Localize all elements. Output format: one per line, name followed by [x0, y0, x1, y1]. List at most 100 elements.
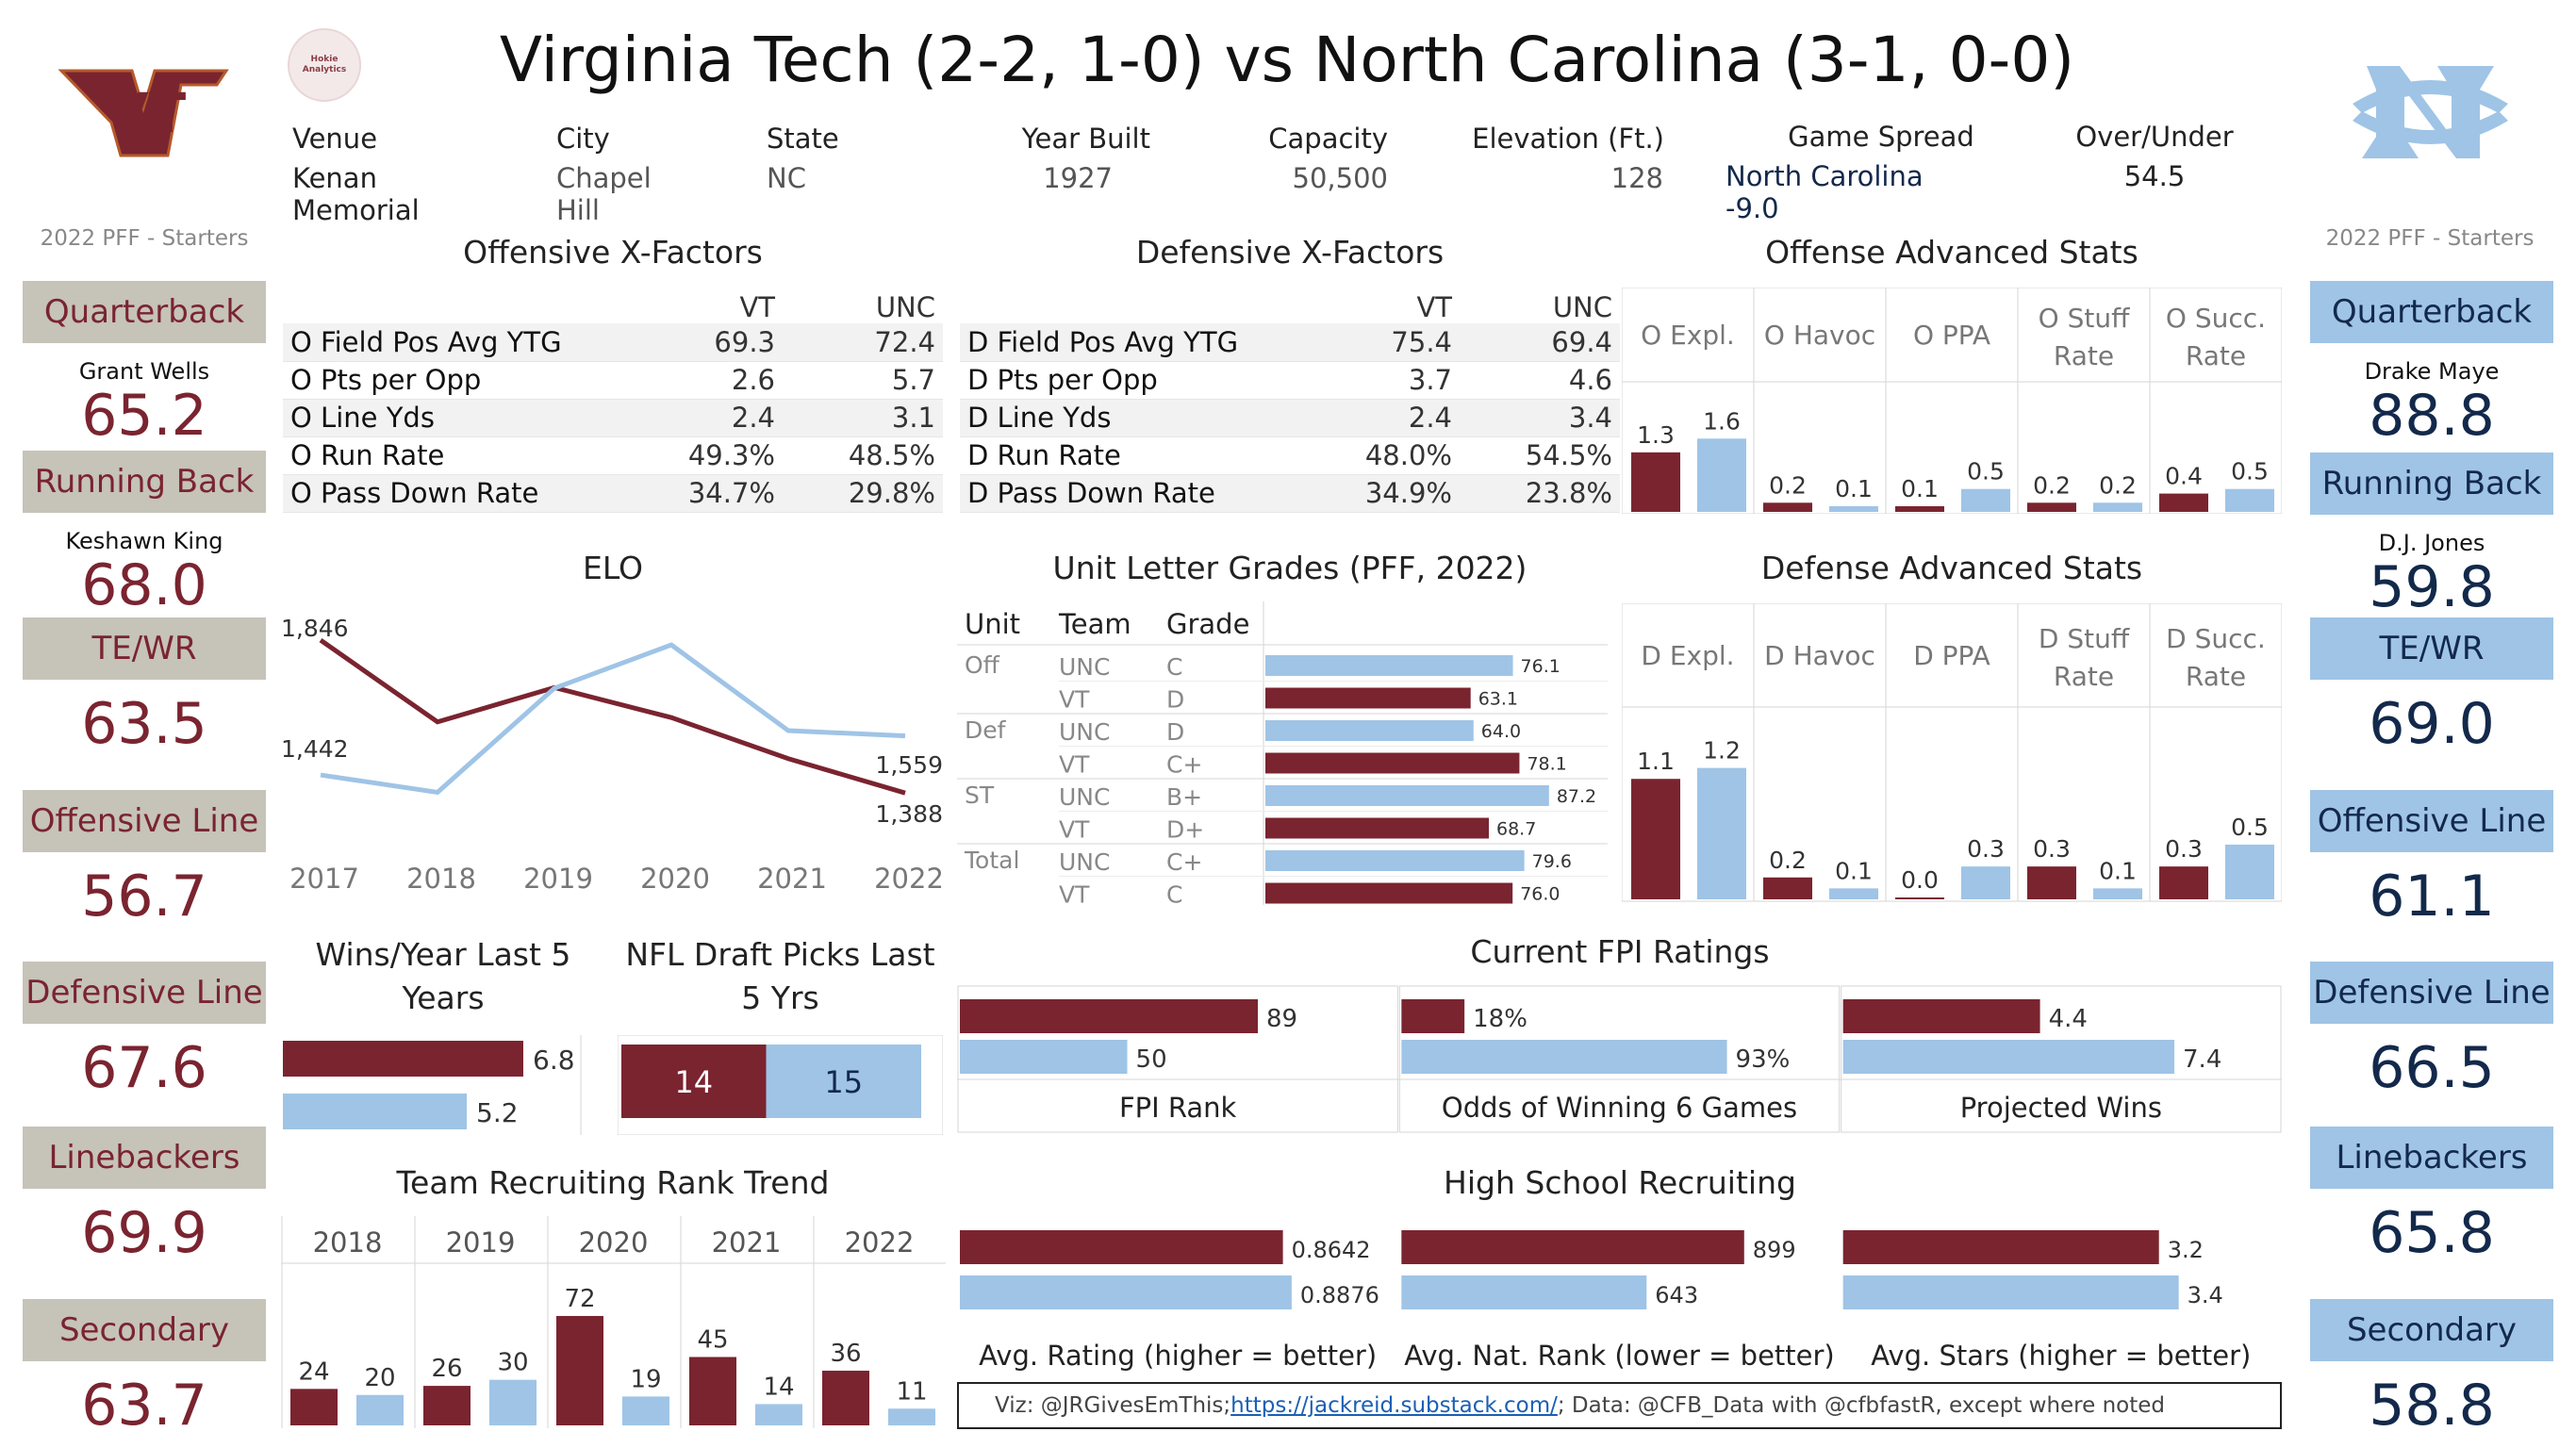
- unc-bar: [2093, 888, 2142, 899]
- vt-bar: [1895, 897, 1944, 899]
- position-grade: 65.8: [2369, 1200, 2495, 1266]
- panel-frame: [1841, 985, 2282, 1133]
- table-cell: 3.1: [783, 399, 943, 437]
- position-grade: 68.0: [81, 552, 207, 618]
- table-row: D Run Rate 48.0% 54.5%: [960, 436, 1620, 475]
- wins-chart: 6.8 5.2: [283, 1035, 582, 1135]
- table-cell: O Line Yds: [283, 399, 622, 437]
- fpi-chart: 89 50 FPI Rank 18% 93% Odds of Winning 6 Game…: [957, 985, 2282, 1133]
- table-cell: 54.5%: [1460, 436, 1620, 475]
- vt-bar: [1895, 506, 1944, 512]
- vt-bar: [2159, 493, 2208, 512]
- wins-title: Wins/Year Last 5 Years: [283, 933, 603, 1020]
- unc-bar: [1401, 1275, 1647, 1309]
- bar-value-label: 14: [763, 1373, 794, 1401]
- bar-value-label: 0.3: [2033, 835, 2071, 863]
- vt-bar: [1401, 999, 1465, 1033]
- table-cell: 5.7: [783, 361, 943, 400]
- vt-side-caption: 2022 PFF - Starters: [40, 226, 249, 251]
- table-cell: 34.9%: [1299, 474, 1460, 513]
- bar-value-label: 18%: [1473, 1005, 1527, 1033]
- unc-bar: [1829, 506, 1878, 512]
- unc-bar: [1265, 850, 1525, 871]
- bar-value-label: 78.1: [1527, 754, 1566, 775]
- table-cell: 2.4: [622, 399, 783, 437]
- bar-value-label: 0.2: [2033, 471, 2071, 499]
- unc-elo-line: [320, 642, 906, 796]
- position-grade: 58.8: [2369, 1373, 2495, 1439]
- position-grade: 59.8: [2369, 554, 2495, 620]
- vt-bar: [1631, 452, 1680, 512]
- panel-label: Avg. Stars (higher = better): [1871, 1340, 2251, 1372]
- table-cell: 48.0%: [1299, 436, 1460, 475]
- unc-bar: [1842, 1275, 2179, 1309]
- vt-bar: [1265, 882, 1513, 904]
- draft-title-line1: NFL Draft Picks Last: [625, 936, 935, 973]
- x-tick-label: 2017: [289, 863, 359, 895]
- bar-value-label: 0.1: [1835, 857, 1873, 884]
- substack-link[interactable]: https://jackreid.substack.com/: [1230, 1393, 1558, 1418]
- vt-bar: [2027, 866, 2076, 899]
- header-band: [1622, 603, 2282, 708]
- column-header: Grade: [1166, 608, 1249, 640]
- bar-value-label: 1.3: [1637, 421, 1675, 449]
- grade-label: C+: [1166, 848, 1202, 876]
- table-cell: D Line Yds: [960, 399, 1299, 437]
- unc-bar: [1265, 720, 1474, 741]
- vt-bar: [1401, 1230, 1744, 1264]
- unc-bar: [1265, 655, 1513, 676]
- table-cell: O Field Pos Avg YTG: [283, 323, 622, 362]
- vt-bar: [1631, 779, 1680, 899]
- position-grade: 88.8: [2369, 383, 2495, 449]
- year-built-label: Year Built: [1021, 123, 1150, 155]
- unc-logo: [2353, 66, 2508, 158]
- bar-value-label: 72: [564, 1285, 595, 1313]
- panel-label: Odds of Winning 6 Games: [1442, 1092, 1797, 1124]
- table-cell: D Field Pos Avg YTG: [960, 323, 1299, 362]
- unc-bar: [1265, 785, 1549, 806]
- table-cell: 4.6: [1460, 361, 1620, 400]
- defensive-xfactors-title: Defensive X-Factors: [1135, 234, 1445, 271]
- position-grade: 63.5: [81, 691, 207, 757]
- bar-value-label: 0.8642: [1292, 1237, 1371, 1263]
- city-value: Chapel Hill: [556, 162, 652, 226]
- capacity-value: 50,500: [1292, 162, 1388, 194]
- vt-bar: [423, 1386, 471, 1425]
- bar-value-label: 0.5: [1967, 458, 2005, 485]
- bar-value-label: 0.1: [1901, 475, 1939, 502]
- table-header: VT UNC: [283, 288, 943, 323]
- bar-value-label: 45: [697, 1325, 728, 1354]
- table-cell: 2.4: [1299, 399, 1460, 437]
- column-header: VT: [739, 291, 775, 323]
- bar-value-label: 0.2: [1769, 471, 1807, 499]
- grade-label: D: [1166, 686, 1184, 714]
- position-label: Linebackers: [2310, 1127, 2553, 1189]
- team-label: VT: [1059, 881, 1090, 906]
- vt-bar: [960, 999, 1259, 1033]
- bar-value-label: 0.5: [2231, 814, 2269, 841]
- bar-value-label: 79.6: [1532, 851, 1572, 872]
- position-grade: 69.0: [2369, 691, 2495, 757]
- panel-label: Avg. Rating (higher = better): [979, 1340, 1377, 1372]
- bar-value-label: 0.3: [2165, 835, 2203, 863]
- position-label: Offensive Line: [2310, 790, 2553, 852]
- bar-value-label: 36: [830, 1340, 861, 1368]
- unc-bar: [2093, 502, 2142, 512]
- position-label: Quarterback: [2310, 281, 2553, 343]
- position-grade: 63.7: [81, 1373, 207, 1439]
- state-value: NC: [767, 162, 806, 194]
- bar-value-label: 1.6: [1703, 407, 1741, 435]
- team-label: UNC: [1059, 783, 1110, 811]
- category-label: D PPA: [1913, 640, 1990, 671]
- vt-bar: [822, 1370, 869, 1425]
- team-label: UNC: [1059, 718, 1110, 746]
- bar-value-label: 26: [431, 1355, 462, 1383]
- table-cell: 3.7: [1299, 361, 1460, 400]
- offensive-xfactors-title: Offensive X-Factors: [463, 234, 763, 271]
- bar-value-label: 24: [298, 1358, 329, 1386]
- x-tick-label: 2022: [874, 863, 944, 895]
- elo-vt-end-label: 1,388: [875, 800, 943, 828]
- category-label: D Havoc: [1764, 640, 1875, 671]
- bar-value-label: 6.8: [533, 1045, 575, 1076]
- table-row: O Pass Down Rate 34.7% 29.8%: [283, 474, 943, 513]
